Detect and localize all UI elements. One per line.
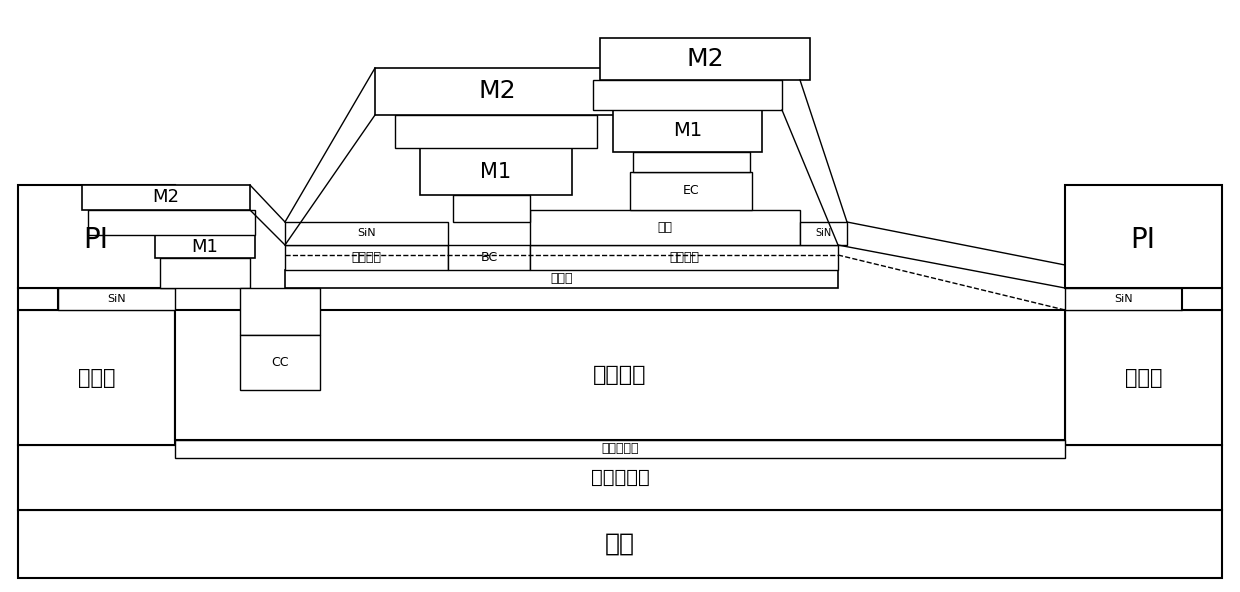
Bar xyxy=(19,288,58,310)
Bar xyxy=(420,148,572,195)
Text: 集电极层: 集电极层 xyxy=(593,365,647,385)
Bar xyxy=(1065,185,1221,288)
Text: 发射极层: 发射极层 xyxy=(670,251,699,264)
Bar xyxy=(19,310,175,445)
Text: 绝缘区: 绝缘区 xyxy=(1125,368,1162,388)
Text: BC: BC xyxy=(480,251,497,264)
Bar xyxy=(374,68,620,115)
Bar xyxy=(1065,288,1182,310)
Bar xyxy=(241,288,320,335)
Bar xyxy=(175,440,1065,458)
Bar xyxy=(19,510,1221,578)
Text: 蚀刻停止层: 蚀刻停止层 xyxy=(601,442,639,455)
Bar xyxy=(19,185,175,288)
Text: 绝缘区: 绝缘区 xyxy=(78,368,115,388)
Text: 发射极层: 发射极层 xyxy=(351,251,382,264)
Bar xyxy=(175,310,1065,440)
Text: PI: PI xyxy=(1131,226,1156,254)
Bar xyxy=(82,185,250,210)
Text: 副集电极层: 副集电极层 xyxy=(590,468,650,487)
Bar xyxy=(529,210,800,245)
Text: SiN: SiN xyxy=(357,229,376,239)
Text: M1: M1 xyxy=(480,162,512,182)
Bar xyxy=(88,210,255,235)
Text: SiN: SiN xyxy=(1115,294,1133,304)
Bar xyxy=(613,110,763,152)
Text: SiN: SiN xyxy=(107,294,125,304)
Text: SiN: SiN xyxy=(816,229,832,239)
Text: M2: M2 xyxy=(479,79,516,104)
Bar xyxy=(396,115,596,148)
Bar xyxy=(600,38,810,80)
Bar xyxy=(155,235,255,258)
Bar xyxy=(453,195,529,222)
Text: CC: CC xyxy=(272,356,289,369)
Text: EC: EC xyxy=(683,185,699,198)
Text: M1: M1 xyxy=(673,121,702,140)
Bar xyxy=(1065,310,1221,445)
Bar xyxy=(529,245,838,270)
Bar xyxy=(58,288,175,310)
Bar xyxy=(19,445,1221,510)
Text: M2: M2 xyxy=(686,47,724,71)
Text: 衬底: 衬底 xyxy=(605,532,635,556)
Text: M1: M1 xyxy=(191,237,218,256)
Bar xyxy=(632,152,750,172)
Bar xyxy=(241,335,320,390)
Bar xyxy=(285,270,838,288)
Text: 帽层: 帽层 xyxy=(657,221,672,234)
Bar xyxy=(800,222,847,245)
Bar xyxy=(285,245,448,270)
Bar xyxy=(448,245,529,270)
Text: M2: M2 xyxy=(153,188,180,207)
Text: PI: PI xyxy=(83,226,109,254)
Bar xyxy=(285,222,448,245)
Bar xyxy=(593,80,782,110)
Bar xyxy=(1182,288,1221,310)
Bar xyxy=(160,258,250,288)
Bar xyxy=(630,172,751,210)
Text: 基极层: 基极层 xyxy=(551,272,573,285)
